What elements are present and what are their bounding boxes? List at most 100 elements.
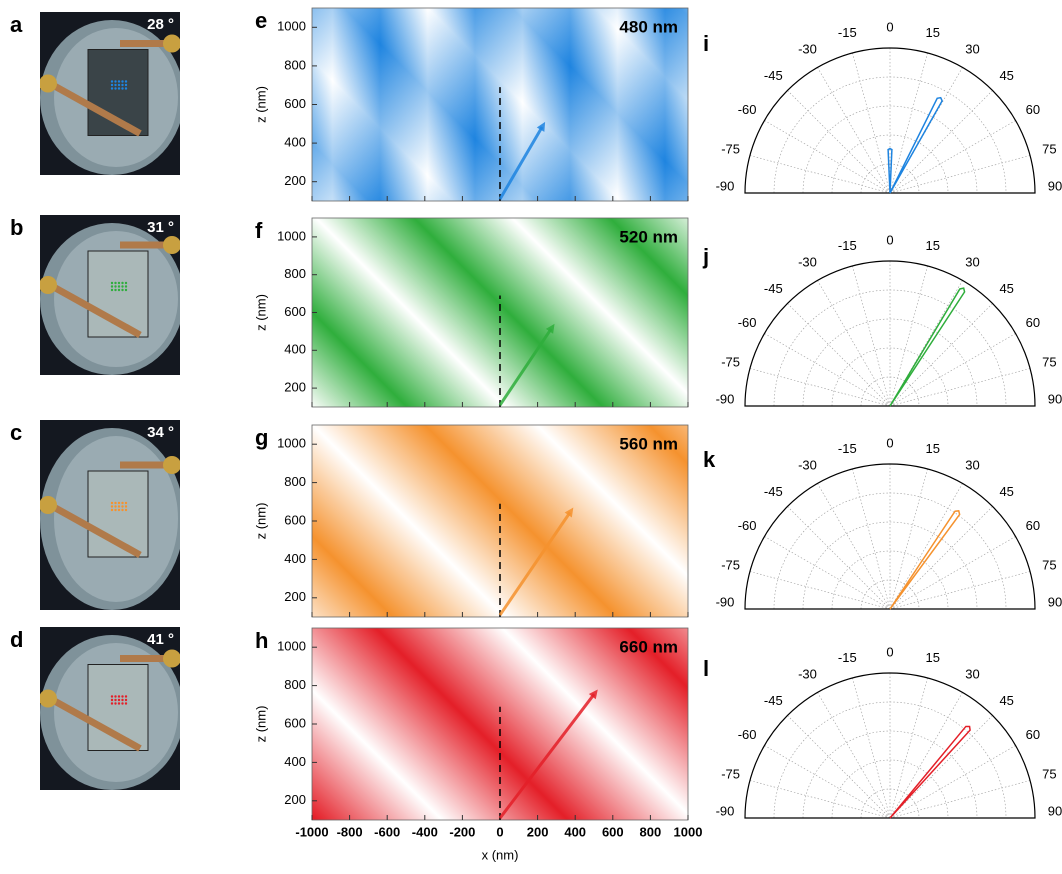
radiation-lobe bbox=[890, 511, 960, 609]
led-dot bbox=[118, 289, 120, 291]
polar-tick-label: 45 bbox=[999, 693, 1013, 708]
led-dot bbox=[121, 699, 123, 701]
polar-spoke bbox=[787, 303, 890, 406]
polar-tick-label: -30 bbox=[798, 667, 817, 682]
polar-tick-label: 75 bbox=[1042, 767, 1056, 782]
y-tick-label: 400 bbox=[284, 135, 306, 150]
x-tick-label: -800 bbox=[337, 824, 363, 839]
polar-spoke bbox=[852, 53, 890, 193]
polar-spoke bbox=[890, 266, 928, 406]
led-dot bbox=[118, 285, 120, 287]
polar-spoke bbox=[750, 780, 890, 818]
angle-label: 31 ° bbox=[147, 219, 174, 236]
led-dot bbox=[114, 509, 116, 511]
polar-spoke bbox=[890, 537, 1016, 610]
polar-tick-label: -75 bbox=[721, 558, 740, 573]
y-tick-label: 1000 bbox=[277, 436, 306, 451]
y-tick-label: 800 bbox=[284, 266, 306, 281]
wavelength-label: 560 nm bbox=[619, 434, 678, 453]
photo bbox=[39, 627, 184, 790]
led-dot bbox=[111, 702, 113, 704]
polar-spoke bbox=[890, 334, 1016, 407]
led-dot bbox=[118, 87, 120, 89]
led-dot bbox=[114, 84, 116, 86]
polar-tick-label: -45 bbox=[764, 484, 783, 499]
polar-tick-label: -15 bbox=[838, 238, 857, 253]
polar-spoke bbox=[787, 715, 890, 818]
polar-spoke bbox=[818, 67, 891, 193]
polar-spoke bbox=[764, 334, 890, 407]
polar-tick-label: 60 bbox=[1026, 102, 1040, 117]
polar-tick-label: 30 bbox=[965, 458, 979, 473]
polar-tick-label: -75 bbox=[721, 142, 740, 157]
panel-letter: c bbox=[10, 420, 22, 445]
led-dot bbox=[111, 505, 113, 507]
y-tick-label: 200 bbox=[284, 173, 306, 188]
polar-spoke bbox=[890, 506, 993, 609]
figure: a28 °e480 nm2004006008001000z (nm)i-90-7… bbox=[0, 0, 1062, 869]
led-dot bbox=[121, 80, 123, 82]
polar-spoke bbox=[890, 155, 1030, 193]
polar-tick-label: 75 bbox=[1042, 558, 1056, 573]
led-dot bbox=[125, 80, 127, 82]
led-dot bbox=[114, 87, 116, 89]
polar-tick-label: -90 bbox=[716, 803, 735, 818]
led-dot bbox=[114, 285, 116, 287]
polar-spoke bbox=[852, 266, 890, 406]
y-tick-label: 400 bbox=[284, 551, 306, 566]
polar-spoke bbox=[764, 746, 890, 819]
y-tick-label: 600 bbox=[284, 304, 306, 319]
polar-spoke bbox=[890, 780, 1030, 818]
led-dot bbox=[121, 695, 123, 697]
wavelength-label: 660 nm bbox=[619, 637, 678, 656]
screw bbox=[163, 650, 181, 668]
polar-tick-label: 90 bbox=[1048, 391, 1062, 406]
led-dot bbox=[111, 285, 113, 287]
led-dot bbox=[125, 502, 127, 504]
led-dot bbox=[114, 80, 116, 82]
led-dot bbox=[118, 509, 120, 511]
panel-letter: l bbox=[703, 656, 709, 681]
led-dot bbox=[121, 289, 123, 291]
screw bbox=[163, 456, 181, 474]
y-tick-label: 400 bbox=[284, 754, 306, 769]
led-dot bbox=[121, 84, 123, 86]
led-dot bbox=[125, 285, 127, 287]
panel-letter: a bbox=[10, 12, 23, 37]
angle-label: 34 ° bbox=[147, 424, 174, 441]
y-tick-label: 200 bbox=[284, 380, 306, 395]
y-tick-label: 800 bbox=[284, 474, 306, 489]
y-tick-label: 1000 bbox=[277, 228, 306, 243]
led-dot bbox=[118, 84, 120, 86]
screw bbox=[163, 236, 181, 254]
polar-tick-label: -15 bbox=[838, 650, 857, 665]
led-dot bbox=[114, 505, 116, 507]
polar-tick-label: 15 bbox=[925, 238, 939, 253]
led-dot bbox=[118, 80, 120, 82]
polar-tick-label: 30 bbox=[965, 42, 979, 57]
x-axis-label: x (nm) bbox=[482, 847, 519, 862]
polar-spoke bbox=[818, 483, 891, 609]
polar-spoke bbox=[890, 715, 993, 818]
polar-spoke bbox=[890, 53, 928, 193]
led-dot bbox=[111, 509, 113, 511]
panel-letter: k bbox=[703, 447, 716, 472]
led-dot bbox=[121, 502, 123, 504]
led-dot bbox=[125, 702, 127, 704]
polar-spoke bbox=[890, 483, 963, 609]
led-dot bbox=[118, 702, 120, 704]
y-axis-label: z (nm) bbox=[253, 86, 268, 123]
panel-letter: b bbox=[10, 215, 23, 240]
x-tick-label: 1000 bbox=[674, 824, 703, 839]
polar-spoke bbox=[750, 155, 890, 193]
y-tick-label: 1000 bbox=[277, 19, 306, 34]
polar-spoke bbox=[852, 678, 890, 818]
led-dot bbox=[114, 702, 116, 704]
led-dot bbox=[111, 84, 113, 86]
wavelength-label: 520 nm bbox=[619, 227, 678, 246]
polar-tick-label: -15 bbox=[838, 25, 857, 40]
x-tick-label: -1000 bbox=[295, 824, 328, 839]
polar-spoke bbox=[818, 280, 891, 406]
led-dot bbox=[114, 282, 116, 284]
panel-letter: e bbox=[255, 8, 267, 33]
